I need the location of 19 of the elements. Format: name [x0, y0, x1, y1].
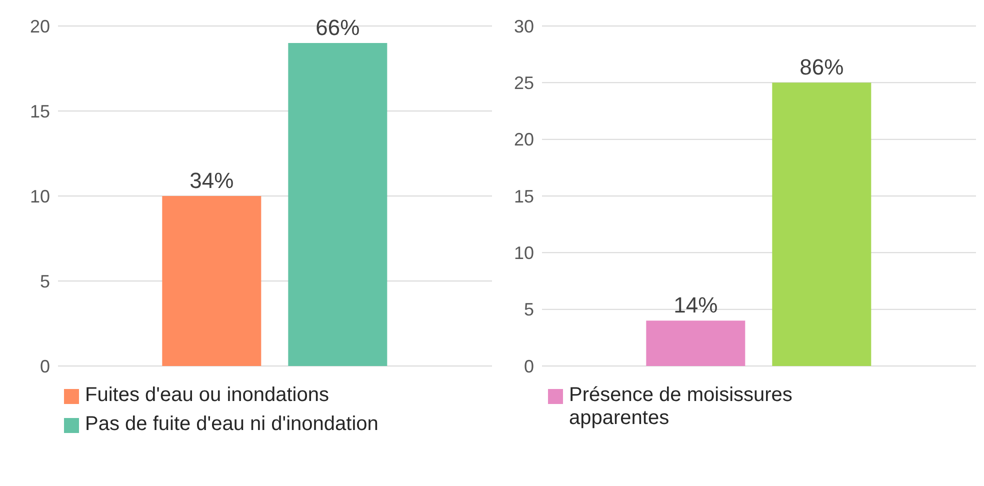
- y-tick-label: 30: [514, 16, 534, 36]
- y-tick-label: 10: [514, 243, 534, 264]
- legend-label: Fuites d'eau ou inondations: [85, 384, 329, 407]
- y-tick-label: 5: [40, 271, 50, 292]
- y-tick-label: 5: [524, 300, 534, 320]
- y-tick-label: 20: [30, 16, 50, 36]
- y-tick-label: 15: [30, 101, 50, 122]
- y-tick-label: 10: [30, 186, 50, 206]
- y-tick-label: 20: [514, 130, 534, 150]
- annotation: 14%: [674, 292, 718, 318]
- y-tick-label: 0: [524, 356, 534, 376]
- y-tick-label: 25: [514, 73, 534, 94]
- annotation: 86%: [800, 54, 844, 80]
- annotation: 66%: [316, 15, 360, 40]
- y-tick-label: 0: [40, 356, 50, 376]
- legend-label: Présence de moisissures apparentes: [569, 384, 794, 430]
- y-tick-label: 15: [514, 186, 534, 206]
- annotation: 34%: [190, 168, 234, 193]
- legend-label: Pas de fuite d'eau ni d'inondation: [85, 413, 378, 436]
